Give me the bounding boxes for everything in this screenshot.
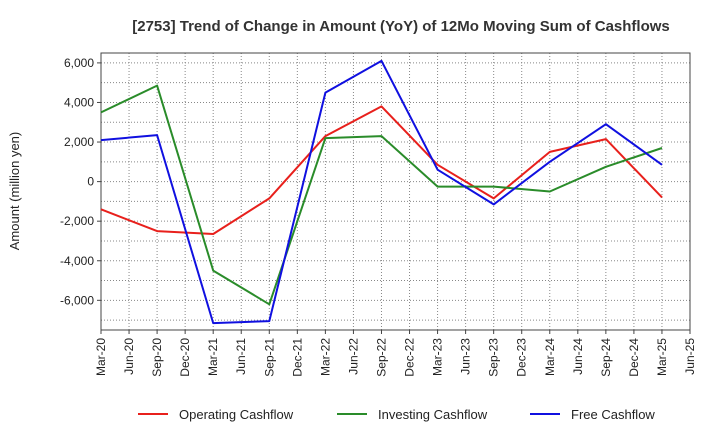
x-tick-label: Dec-20 xyxy=(178,338,192,377)
x-tick-label: Sep-24 xyxy=(599,338,613,377)
x-tick-label: Dec-21 xyxy=(290,338,304,377)
x-tick-label: Mar-23 xyxy=(431,338,445,376)
y-axis-label: Amount (million yen) xyxy=(7,132,22,251)
x-tick-label: Mar-25 xyxy=(655,338,669,376)
series-line-investing-cashflow xyxy=(100,84,663,306)
series-line-free-cashflow xyxy=(100,59,663,325)
legend-label-free-cashflow: Free Cashflow xyxy=(571,407,655,422)
legend-label-investing-cashflow: Investing Cashflow xyxy=(378,407,488,422)
x-tick-label: Mar-24 xyxy=(543,338,557,376)
x-tick-label: Sep-23 xyxy=(487,338,501,377)
x-tick-label: Mar-21 xyxy=(206,338,220,376)
x-tick-label: Jun-22 xyxy=(346,338,360,375)
y-tick-label: 6,000 xyxy=(64,56,94,70)
y-tick-labels: 6,000 4,000 2,000 0 -2,000 -4,000 -6,000 xyxy=(60,56,94,307)
x-tick-label: Sep-22 xyxy=(374,338,388,377)
x-tick-label: Jun-23 xyxy=(459,338,473,375)
x-tick-label: Sep-21 xyxy=(262,338,276,377)
y-tick-label: -4,000 xyxy=(60,254,94,268)
series-lines xyxy=(100,59,663,325)
x-tick-label: Sep-20 xyxy=(150,338,164,377)
chart-title: [2753] Trend of Change in Amount (YoY) o… xyxy=(132,18,670,35)
legend-label-operating-cashflow: Operating Cashflow xyxy=(179,407,294,422)
series-line-operating-cashflow xyxy=(100,105,663,235)
x-tick-labels: Mar-20 Jun-20 Sep-20 Dec-20 Mar-21 Jun-21 Sep-… xyxy=(94,338,697,377)
x-tick-label: Jun-20 xyxy=(122,338,136,375)
plot-frame xyxy=(100,52,691,331)
x-tick-label: Dec-23 xyxy=(515,338,529,377)
y-tick-label: -6,000 xyxy=(60,293,94,307)
y-tick-label: 0 xyxy=(87,175,94,189)
y-tick-label: 2,000 xyxy=(64,135,94,149)
x-tick-label: Jun-24 xyxy=(571,338,585,375)
y-tick-label: -2,000 xyxy=(60,214,94,228)
x-tick-label: Mar-22 xyxy=(318,338,332,376)
axes xyxy=(97,52,691,334)
x-tick-label: Mar-20 xyxy=(94,338,108,376)
x-tick-label: Jun-25 xyxy=(683,338,697,375)
y-tick-label: 4,000 xyxy=(64,95,94,109)
x-tick-label: Jun-21 xyxy=(234,338,248,375)
x-tick-label: Dec-24 xyxy=(627,338,641,377)
x-tick-label: Dec-22 xyxy=(403,338,417,377)
legend: Operating Cashflow Investing Cashflow Free… xyxy=(138,407,655,422)
